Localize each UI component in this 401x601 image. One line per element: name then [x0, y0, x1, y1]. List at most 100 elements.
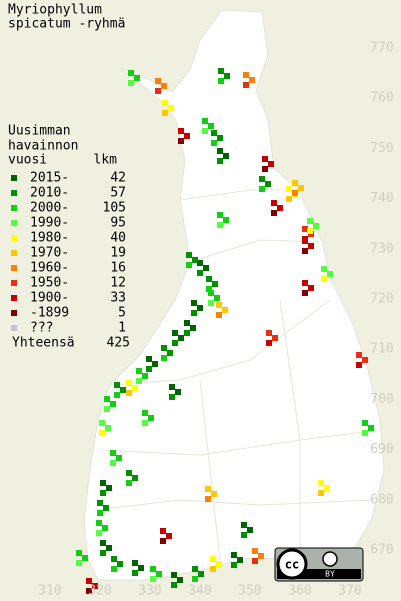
observation-square — [206, 276, 212, 282]
observation-square — [172, 340, 178, 346]
observation-square — [321, 266, 327, 272]
observations — [76, 68, 374, 594]
legend-count: 40 — [110, 231, 126, 246]
observation-square — [110, 401, 116, 407]
observation-square — [105, 425, 111, 431]
observation-square — [128, 70, 134, 76]
observation-square — [142, 373, 148, 379]
observation-square — [114, 392, 120, 398]
observation-square — [308, 285, 314, 291]
observation-square — [96, 520, 102, 526]
observation-square — [302, 226, 308, 232]
region-borders — [94, 189, 381, 561]
observation-square — [252, 548, 258, 554]
observation-square — [142, 410, 148, 416]
observation-square — [216, 561, 222, 567]
observation-square — [210, 556, 216, 562]
observation-square — [152, 361, 158, 367]
x-coord-label: 350 — [238, 584, 261, 599]
observation-square — [190, 325, 196, 331]
observation-square — [217, 158, 223, 164]
observation-square — [191, 310, 197, 316]
observation-square — [272, 335, 278, 341]
observation-square — [155, 88, 161, 94]
observation-square — [302, 280, 308, 286]
y-coord-label: 730 — [370, 241, 393, 256]
observation-square — [161, 345, 167, 351]
observation-square — [318, 480, 324, 486]
observation-square — [356, 352, 362, 358]
observation-square — [302, 248, 308, 254]
observation-square — [302, 238, 308, 244]
legend-label: 1900- — [30, 291, 69, 306]
observation-square — [208, 123, 214, 129]
observation-square — [211, 140, 217, 146]
y-coord-label: 700 — [370, 392, 393, 407]
observation-square — [277, 205, 283, 211]
license-badge: cc BY — [274, 547, 364, 582]
observation-square — [249, 77, 255, 83]
observation-square — [175, 389, 181, 395]
observation-square — [178, 128, 184, 134]
observation-square — [208, 290, 214, 296]
observation-square — [192, 566, 198, 572]
legend-swatch — [11, 280, 17, 286]
y-coord-label: 710 — [370, 342, 393, 357]
observation-square — [292, 190, 298, 196]
observation-square — [146, 366, 152, 372]
observation-square — [216, 302, 222, 308]
legend-heading: havainnon — [8, 139, 78, 154]
legend-swatch — [11, 190, 17, 196]
observation-square — [126, 480, 132, 486]
observation-square — [128, 80, 134, 86]
observation-square — [96, 530, 102, 536]
observation-square — [327, 271, 333, 277]
observation-square — [262, 166, 268, 172]
observation-square — [308, 243, 314, 249]
observation-square — [138, 565, 144, 571]
y-coord-label: 690 — [370, 442, 393, 457]
legend-swatch — [11, 175, 17, 181]
title-line: spicatum -ryhmä — [8, 17, 125, 32]
observation-square — [321, 276, 327, 282]
observation-square — [362, 420, 368, 426]
observation-square — [231, 552, 237, 558]
legend-heading: vuosi — [8, 153, 47, 168]
observation-square — [132, 385, 138, 391]
x-coord-label: 330 — [138, 584, 161, 599]
observation-square — [171, 582, 177, 588]
y-coord-label: 680 — [370, 492, 393, 507]
observation-square — [162, 100, 168, 106]
observation-square — [104, 406, 110, 412]
observation-square — [268, 161, 274, 167]
x-coord-label: 320 — [88, 584, 111, 599]
y-coord-label: 750 — [370, 141, 393, 156]
observation-square — [172, 330, 178, 336]
observation-square — [99, 420, 105, 426]
observation-square — [243, 72, 249, 78]
observation-square — [184, 330, 190, 336]
observation-square — [110, 450, 116, 456]
observation-square — [106, 545, 112, 551]
observation-square — [178, 138, 184, 144]
observation-square — [120, 387, 126, 393]
observation-square — [186, 262, 192, 268]
y-coord-label: 770 — [370, 41, 393, 56]
observation-square — [132, 475, 138, 481]
legend-count: 5 — [118, 306, 126, 321]
observation-square — [160, 538, 166, 544]
observation-square — [161, 355, 167, 361]
observation-square — [205, 486, 211, 492]
license-text: BY — [325, 570, 335, 579]
observation-square — [155, 78, 161, 84]
observation-square — [210, 566, 216, 572]
observation-square — [262, 156, 268, 162]
observation-square — [161, 83, 167, 89]
observation-square — [271, 200, 277, 206]
legend-heading: Uusimman — [8, 124, 71, 139]
observation-square — [100, 550, 106, 556]
observation-square — [126, 380, 132, 386]
observation-square — [217, 148, 223, 154]
observation-square — [211, 491, 217, 497]
observation-square — [231, 562, 237, 568]
